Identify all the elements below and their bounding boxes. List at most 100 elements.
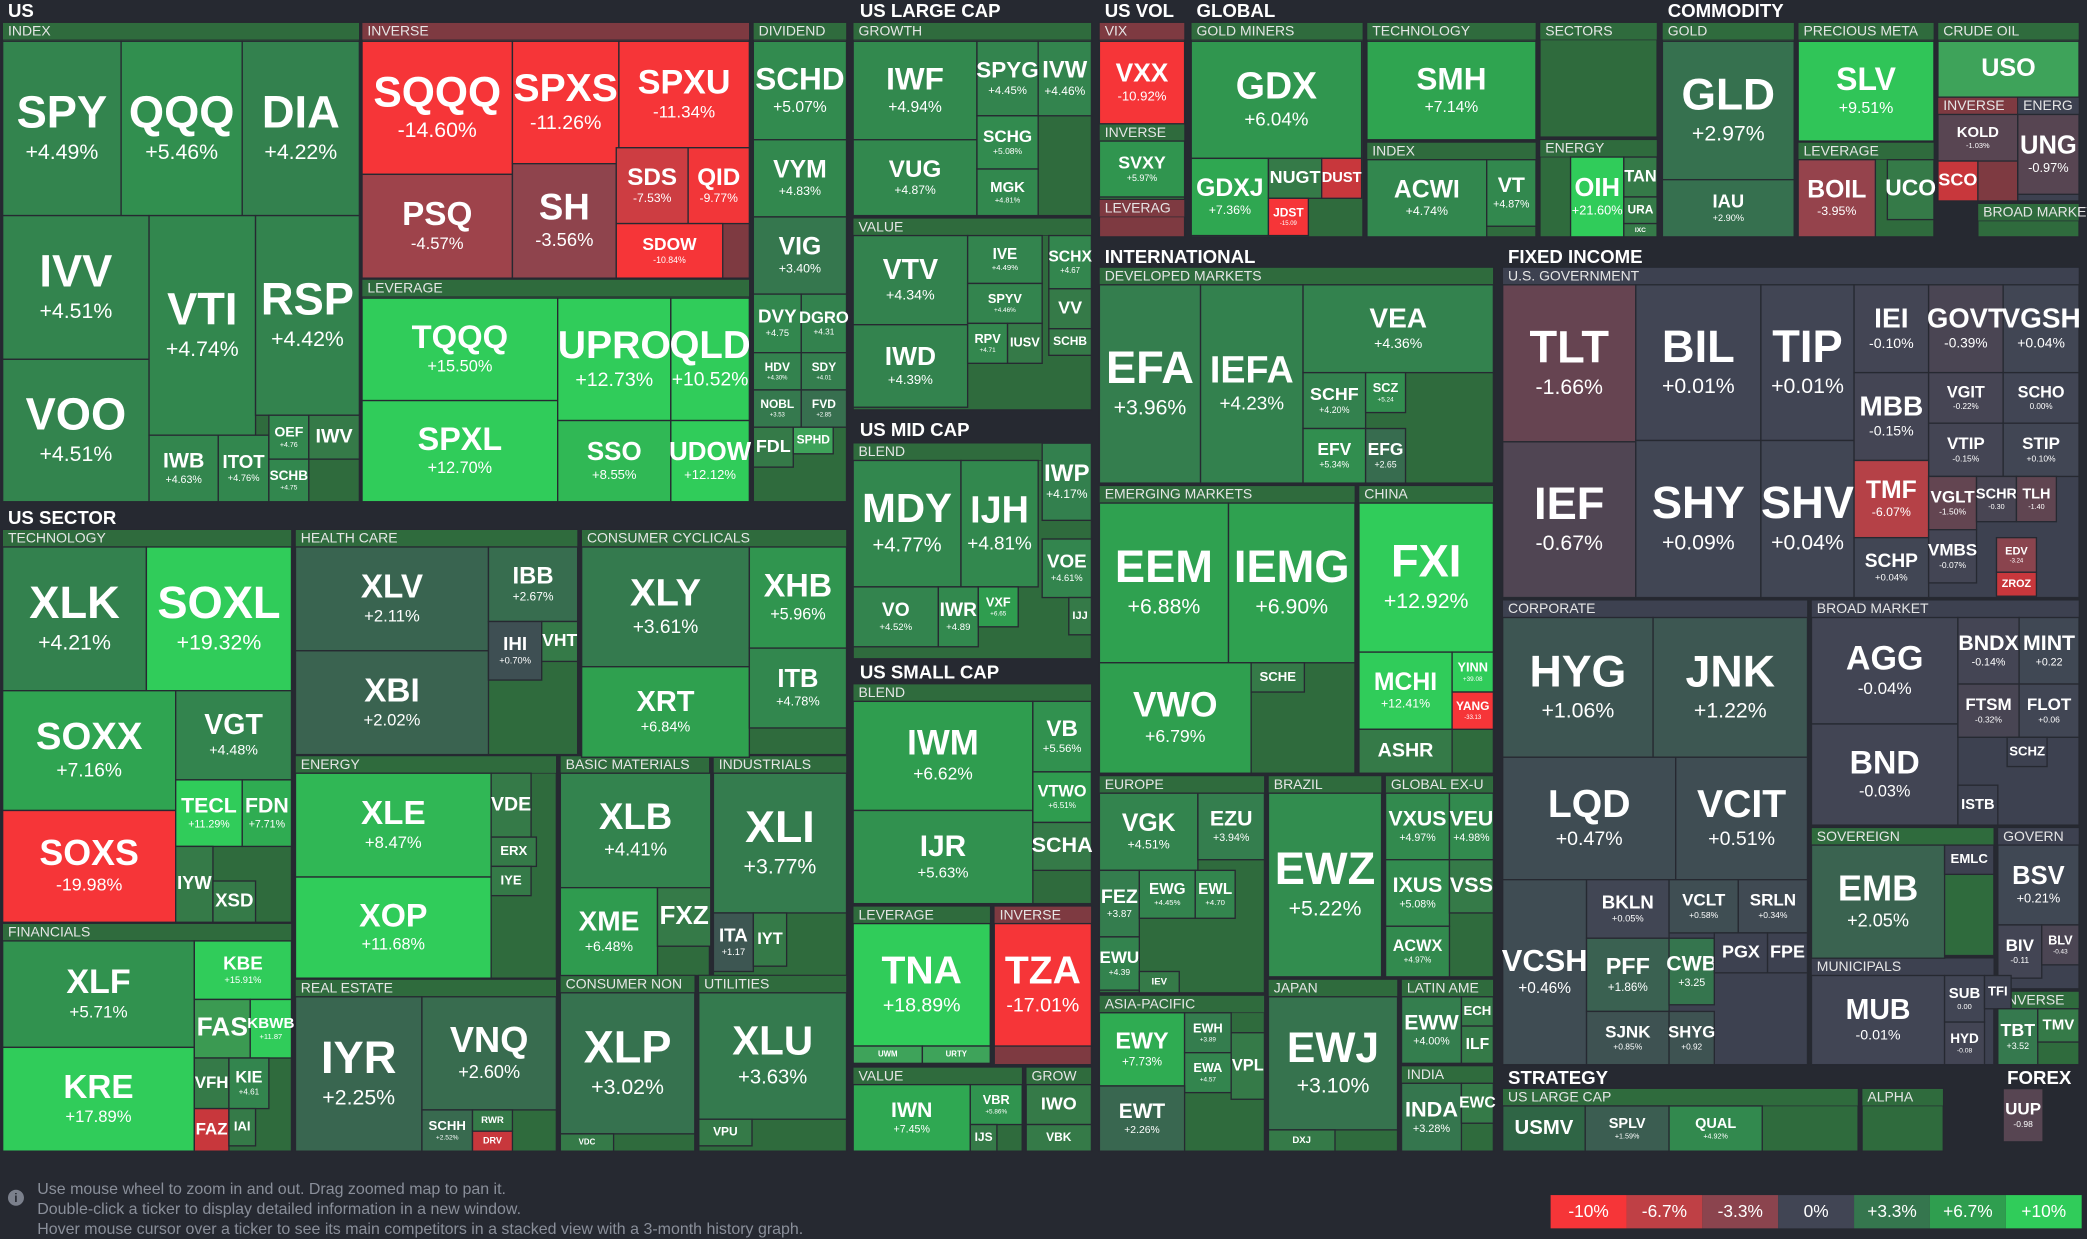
ticker-tile[interactable]: VGSH+0.04%	[2001, 284, 2081, 374]
ticker-tile[interactable]: SPXL +12.70%	[361, 399, 559, 503]
ticker-tile[interactable]: DIA+4.22%	[241, 40, 361, 217]
ticker-tile[interactable]: IWM+6.62%	[852, 700, 1034, 812]
ticker-tile[interactable]: IJJ	[1068, 596, 1093, 636]
ticker-tile[interactable]: XLU +3.63%	[698, 992, 848, 1120]
ticker-tile[interactable]: VPU	[698, 1118, 753, 1147]
ticker-tile[interactable]: ITOT+4.76%	[217, 434, 270, 503]
ticker-tile[interactable]: VOE+4.61%	[1041, 538, 1093, 599]
ticker-tile[interactable]: TIP+0.01%	[1760, 284, 1855, 442]
ticker-tile[interactable]: SCHE	[1250, 662, 1306, 693]
ticker-tile[interactable]: MDY +4.77%	[852, 459, 962, 588]
ticker-tile[interactable]: SH-3.56%	[511, 163, 617, 279]
ticker-tile[interactable]: VHT	[541, 620, 579, 663]
ticker-tile[interactable]: FTSM-0.32%	[1957, 683, 2020, 738]
ticker-tile[interactable]: XRT +6.84%	[580, 666, 751, 758]
ticker-tile[interactable]: HDV+4.30%	[752, 352, 802, 391]
ticker-tile[interactable]: VT+4.87%	[1486, 159, 1537, 227]
ticker-tile[interactable]: XLI+3.77%	[712, 772, 848, 914]
ticker-tile[interactable]: VYM+4.83%	[752, 139, 848, 218]
ticker-tile[interactable]: TLH-1.40	[2015, 475, 2058, 523]
ticker-tile[interactable]: VGK+4.51%	[1098, 792, 1199, 872]
ticker-tile[interactable]: VXX-10.92%	[1098, 40, 1186, 125]
ticker-tile[interactable]: VNQ+2.60%	[421, 996, 558, 1111]
ticker-tile[interactable]: XSD	[212, 880, 257, 923]
ticker-tile[interactable]: NOBL +3.53	[752, 389, 802, 428]
ticker-tile[interactable]: SRLN+0.34%	[1737, 879, 1809, 934]
ticker-tile[interactable]: VGIT-0.22%	[1927, 371, 2004, 424]
ticker-tile[interactable]: BNDX-0.14%	[1957, 616, 2020, 685]
ticker-tile[interactable]: SJNK+0.85%	[1585, 1010, 1670, 1066]
ticker-tile[interactable]: VEU+4.98%	[1448, 792, 1495, 861]
ticker-tile[interactable]: IWN+7.45%	[852, 1083, 971, 1152]
ticker-tile[interactable]: URA	[1623, 196, 1658, 225]
ticker-tile[interactable]: XME+6.48%	[559, 886, 659, 977]
ticker-tile[interactable]: LQD+0.47%	[1502, 756, 1677, 881]
ticker-tile[interactable]: XLP +3.02%	[559, 992, 696, 1135]
ticker-tile[interactable]: IYR+2.25%	[294, 996, 423, 1152]
ticker-tile[interactable]: VCLT+0.58%	[1668, 879, 1739, 934]
ticker-tile[interactable]: BIL+0.01%	[1635, 284, 1762, 442]
ticker-tile[interactable]: ACWX+4.97%	[1384, 925, 1451, 978]
ticker-tile[interactable]: SOXS-19.98%	[1, 809, 177, 923]
ticker-tile[interactable]: KIE+4.61	[228, 1057, 270, 1110]
ticker-tile[interactable]: EWG+4.45%	[1138, 869, 1196, 919]
ticker-tile[interactable]: VUG+4.87%	[852, 139, 978, 217]
ticker-tile[interactable]: RPV+4.71	[966, 322, 1009, 364]
ticker-tile[interactable]: XLK+4.21%	[1, 546, 148, 692]
ticker-tile[interactable]: VDE	[490, 772, 532, 838]
ticker-tile[interactable]: XBI+2.02%	[294, 650, 490, 756]
ticker-tile[interactable]: XLF+5.71%	[1, 940, 195, 1049]
ticker-tile[interactable]: SLV +9.51%	[1797, 40, 1935, 142]
ticker-tile[interactable]: SOXX +7.16%	[1, 690, 177, 812]
ticker-tile[interactable]: SCHD +5.07%	[752, 40, 848, 141]
ticker-tile[interactable]: ISTB	[1957, 784, 1999, 826]
ticker-tile[interactable]: FAZ	[193, 1107, 230, 1152]
ticker-tile[interactable]: IEF-0.67%	[1502, 441, 1637, 599]
ticker-tile[interactable]: SPXU -11.34%	[618, 40, 751, 149]
ticker-tile[interactable]: BLV -0.43	[2041, 924, 2080, 966]
ticker-tile[interactable]: EWY+7.73%	[1098, 1012, 1186, 1087]
ticker-tile[interactable]: INDA +3.28%	[1400, 1082, 1463, 1152]
ticker-tile[interactable]: XLE+8.47%	[294, 772, 492, 878]
ticker-tile[interactable]: TBT+3.52	[1997, 1008, 2039, 1066]
ticker-tile[interactable]: IWB+4.63%	[148, 434, 219, 503]
ticker-tile[interactable]: IVE+4.49%	[966, 234, 1043, 285]
ticker-tile[interactable]: TMF-6.07%	[1853, 459, 1930, 539]
ticker-tile[interactable]: TNA +18.89%	[852, 922, 991, 1047]
ticker-tile[interactable]: BND -0.03%	[1810, 723, 1959, 826]
ticker-tile[interactable]: SCHB	[1048, 328, 1093, 356]
ticker-tile[interactable]: ERX	[490, 836, 538, 868]
ticker-tile[interactable]: SDS-7.53%	[615, 147, 689, 225]
ticker-tile[interactable]: SCHH +2.52%	[421, 1109, 474, 1152]
ticker-tile[interactable]: FPE	[1766, 932, 1809, 974]
ticker-tile[interactable]: EZU+3.94%	[1197, 792, 1266, 861]
ticker-tile[interactable]: SVXY+5.97%	[1098, 140, 1186, 198]
ticker-tile[interactable]: MBB-0.15%	[1853, 371, 1930, 462]
ticker-tile[interactable]: MCHI+12.41%	[1358, 651, 1453, 730]
ticker-tile[interactable]: GDXJ+7.36%	[1190, 157, 1270, 237]
ticker-tile[interactable]: SOXL+19.32%	[145, 546, 293, 692]
ticker-tile[interactable]: DVY+4.75	[752, 293, 802, 354]
ticker-tile[interactable]: SHYG+0.92	[1668, 1010, 1715, 1066]
ticker-tile[interactable]: SCO	[1937, 160, 1979, 202]
ticker-tile[interactable]: EMB+2.05%	[1810, 844, 1946, 959]
ticker-tile[interactable]: FDN +7.71%	[241, 779, 293, 848]
ticker-tile[interactable]: QID-9.77%	[687, 147, 751, 225]
ticker-tile[interactable]: KOLD-1.03%	[1937, 113, 2019, 162]
ticker-tile[interactable]: IEMG+6.90%	[1227, 502, 1356, 664]
ticker-tile[interactable]: VTV +4.34%	[852, 234, 969, 326]
ticker-tile[interactable]: IUSV	[1006, 322, 1043, 364]
ticker-tile[interactable]: XOP +11.68%	[294, 876, 492, 979]
ticker-tile[interactable]: IVW+4.46%	[1037, 40, 1093, 117]
ticker-tile[interactable]: BKLN +0.05%	[1585, 879, 1670, 939]
ticker-tile[interactable]: IAI	[228, 1107, 257, 1147]
ticker-tile[interactable]: KRE+17.89%	[1, 1046, 195, 1152]
ticker-tile[interactable]: IHI +0.70%	[487, 620, 543, 681]
ticker-tile[interactable]: SCHB +4.75	[268, 458, 310, 503]
ticker-tile[interactable]: TQQQ +15.50%	[361, 297, 559, 402]
ticker-tile[interactable]: EWA+4.57	[1183, 1052, 1232, 1094]
ticker-tile[interactable]: QLD +10.52%	[669, 297, 751, 422]
ticker-tile[interactable]: VMBS-0.07%	[1927, 529, 1978, 584]
ticker-tile[interactable]: HYG +1.06%	[1502, 616, 1654, 758]
ticker-tile[interactable]: USMV	[1502, 1105, 1586, 1152]
